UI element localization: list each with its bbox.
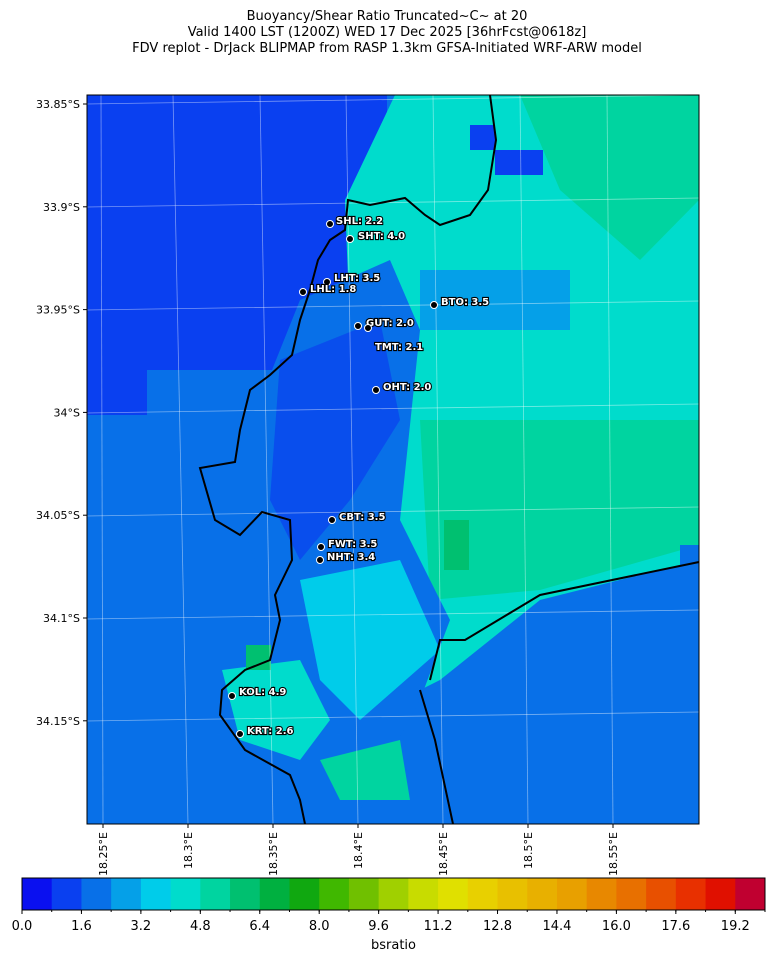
lat-tick-label: 34.15°S bbox=[36, 715, 80, 728]
colorbar-tick-label: 4.8 bbox=[190, 919, 211, 934]
colorbar-tick-label: 12.8 bbox=[483, 919, 512, 934]
colorbar-segment bbox=[527, 878, 558, 910]
station-label: SHL: 2.2 bbox=[336, 216, 383, 227]
coastline bbox=[198, 94, 700, 825]
colorbar-tick-label: 11.2 bbox=[424, 919, 453, 934]
station-dot bbox=[430, 301, 438, 309]
lon-tick-label: 18.25°E bbox=[97, 832, 110, 876]
station-dot bbox=[323, 278, 331, 286]
title-block: Buoyancy/Shear Ratio Truncated~C~ at 20V… bbox=[132, 9, 642, 56]
station-dot bbox=[364, 324, 372, 332]
colorbar-segment bbox=[51, 878, 82, 910]
lat-tick-label: 33.85°S bbox=[36, 98, 80, 111]
lat-tick-label: 34.1°S bbox=[43, 612, 80, 625]
map-raster bbox=[87, 95, 699, 824]
station-label: OHT: 2.0 bbox=[383, 382, 431, 393]
station-label: BTO: 3.5 bbox=[441, 297, 489, 308]
colorbar-segment bbox=[170, 878, 201, 910]
colorbar-tick-label: 3.2 bbox=[131, 919, 152, 934]
colorbar-tick-label: 17.6 bbox=[661, 919, 690, 934]
colorbar-tick-label: 16.0 bbox=[602, 919, 631, 934]
station-label: LHT: 3.5 bbox=[334, 273, 380, 284]
colorbar-segment bbox=[616, 878, 647, 910]
station-label: FWT: 3.5 bbox=[328, 539, 377, 550]
colorbar-tick-label: 8.0 bbox=[309, 919, 330, 934]
title-line: FDV replot - DrJack BLIPMAP from RASP 1.… bbox=[132, 41, 642, 56]
colorbar-tick-label: 19.2 bbox=[721, 919, 750, 934]
colorbar-tick-label: 6.4 bbox=[249, 919, 270, 934]
station-dot bbox=[354, 322, 362, 330]
colorbar-segment bbox=[200, 878, 231, 910]
colorbar-segment bbox=[438, 878, 469, 910]
colorbar-segment bbox=[646, 878, 677, 910]
colorbar-segment bbox=[111, 878, 142, 910]
colorbar-frame bbox=[21, 877, 766, 911]
station-label: NHT: 3.4 bbox=[327, 552, 375, 563]
station-dot bbox=[326, 220, 334, 228]
colorbar-tick-label: 9.6 bbox=[368, 919, 389, 934]
colorbar-segment bbox=[675, 878, 707, 910]
lon-tick-label: 18.3°E bbox=[182, 832, 195, 869]
map-frame bbox=[86, 94, 700, 825]
lon-tick-label: 18.35°E bbox=[267, 832, 280, 876]
colorbar-label: bsratio bbox=[371, 938, 416, 953]
graticule bbox=[86, 94, 700, 825]
colorbar-segment bbox=[705, 878, 736, 910]
colorbar-segment bbox=[140, 878, 172, 910]
colorbar-segment bbox=[22, 878, 53, 910]
colorbar-segment bbox=[378, 878, 409, 910]
title-line: Buoyancy/Shear Ratio Truncated~C~ at 20 bbox=[247, 9, 528, 24]
station-label: TMT: 2.1 bbox=[375, 342, 423, 353]
colorbar-segment bbox=[586, 878, 617, 910]
station-label: KRT: 2.6 bbox=[247, 726, 294, 737]
colorbar-segment bbox=[556, 878, 588, 910]
station-dot bbox=[372, 386, 380, 394]
station-dot bbox=[328, 516, 336, 524]
colorbar-segment bbox=[81, 878, 112, 910]
station-label: CBT: 3.5 bbox=[339, 512, 385, 523]
station-label: GUT: 2.0 bbox=[366, 318, 414, 329]
station-dot bbox=[317, 543, 325, 551]
title-line: Valid 1400 LST (1200Z) WED 17 Dec 2025 [… bbox=[188, 25, 587, 40]
station-dot bbox=[346, 235, 354, 243]
colorbar: 0.0 1.6 3.2 4.8 6.4 8.0 9.6 11.2 12.8 14.4 16.0 17.… bbox=[12, 877, 766, 953]
colorbar-segment bbox=[735, 878, 766, 910]
station-label: LHL: 1.8 bbox=[310, 284, 356, 295]
colorbar-tick-label: 0.0 bbox=[12, 919, 33, 934]
lon-tick-label: 18.55°E bbox=[607, 832, 620, 876]
colorbar-segment bbox=[319, 878, 350, 910]
lat-tick-label: 34°S bbox=[54, 406, 80, 419]
colorbar-tick-label: 1.6 bbox=[71, 919, 92, 934]
lon-tick-label: 18.45°E bbox=[437, 832, 450, 876]
station-dot bbox=[228, 692, 236, 700]
colorbar-segment bbox=[497, 878, 528, 910]
station-dot bbox=[236, 730, 244, 738]
station-dot bbox=[299, 288, 307, 296]
lat-tick-label: 33.95°S bbox=[36, 304, 80, 317]
colorbar-segment bbox=[259, 878, 290, 910]
lon-tick-label: 18.5°E bbox=[522, 832, 535, 869]
lat-tick-label: 34.05°S bbox=[36, 509, 80, 522]
lat-tick-label: 33.9°S bbox=[43, 201, 80, 214]
colorbar-tick-label: 14.4 bbox=[542, 919, 571, 934]
station-label: SHT: 4.0 bbox=[358, 231, 405, 242]
axis-ticks: 33.85°S 33.9°S 33.95°S 34°S 34.05°S 34.1°S 34.… bbox=[36, 98, 620, 876]
colorbar-segment bbox=[289, 878, 320, 910]
station-dot bbox=[316, 556, 324, 564]
colorbar-segment bbox=[467, 878, 499, 910]
station-label: KOL: 4.9 bbox=[239, 687, 286, 698]
colorbar-segment bbox=[230, 878, 261, 910]
colorbar-segment bbox=[408, 878, 439, 910]
colorbar-segment bbox=[348, 878, 380, 910]
lon-tick-label: 18.4°E bbox=[352, 832, 365, 869]
